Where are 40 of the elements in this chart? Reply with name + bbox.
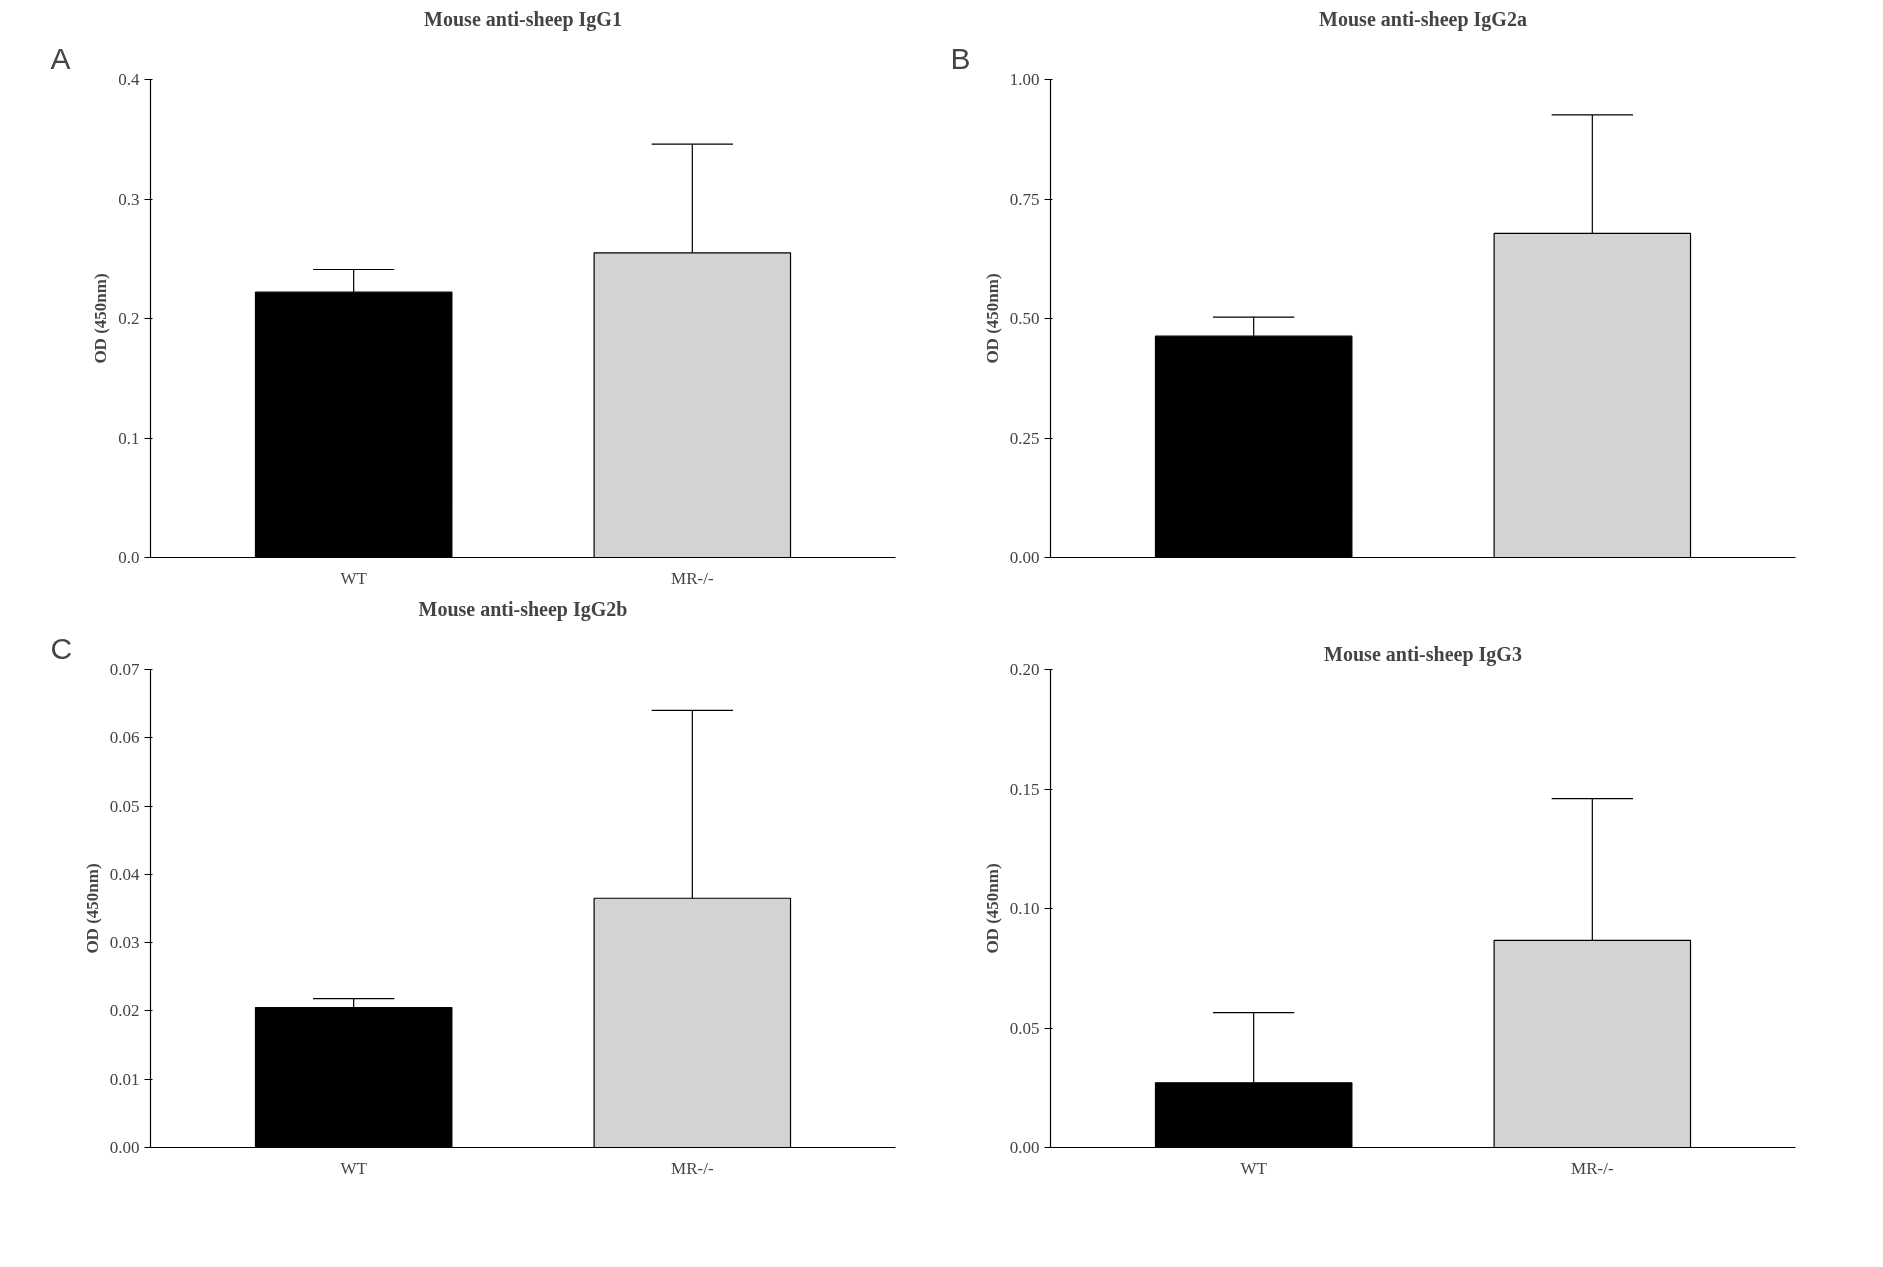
y-tick-label: 0.50 bbox=[1009, 309, 1040, 328]
y-tick-label: 0.10 bbox=[1009, 899, 1040, 918]
y-tick-label: 0.25 bbox=[1009, 428, 1040, 448]
text: A bbox=[50, 41, 71, 75]
y-tick-label: 0.75 bbox=[1009, 189, 1040, 209]
y-axis-title: OD (450nm) bbox=[982, 273, 1002, 364]
y-axis-title: OD (450nm) bbox=[982, 863, 1002, 954]
y-tick-label: 0.20 bbox=[1009, 660, 1040, 679]
y-tick-label: 0.05 bbox=[1009, 1018, 1040, 1038]
y-tick-label: 0.01 bbox=[109, 1069, 140, 1089]
y-tick-label: 0.2 bbox=[118, 309, 140, 328]
y-tick-label: 0.04 bbox=[109, 864, 140, 884]
chart-title: Mouse anti-sheep IgG3 bbox=[1324, 642, 1522, 666]
y-axis-title: OD (450nm) bbox=[91, 273, 111, 364]
x-tick-label: WT bbox=[340, 568, 368, 588]
chart-title: Mouse anti-sheep IgG1 bbox=[424, 7, 622, 31]
y-tick-label: 0.3 bbox=[118, 189, 140, 209]
chart-title: Mouse anti-sheep IgG2a bbox=[1319, 7, 1527, 31]
y-tick-label: 0.03 bbox=[109, 933, 140, 953]
y-tick-label: 1.00 bbox=[1009, 70, 1040, 89]
y-tick-label: 0.0 bbox=[118, 548, 140, 567]
y-tick-label: 0.4 bbox=[118, 70, 140, 89]
y-tick-label: 0.00 bbox=[1009, 548, 1040, 567]
x-tick-label: WT bbox=[1240, 1158, 1268, 1178]
text: C bbox=[50, 631, 73, 665]
y-tick-label: 0.06 bbox=[109, 728, 140, 748]
y-tick-label: 0.05 bbox=[109, 796, 140, 816]
x-tick-label: WT bbox=[340, 1158, 368, 1178]
y-tick-label: 0.00 bbox=[109, 1138, 140, 1157]
y-tick-label: 0.1 bbox=[118, 428, 140, 448]
x-tick-label: MR-/- bbox=[671, 568, 714, 588]
y-tick-label: 0.02 bbox=[109, 1001, 140, 1021]
y-tick-label: 0.00 bbox=[1009, 1138, 1040, 1157]
chart-title: Mouse anti-sheep IgG2b bbox=[418, 597, 628, 621]
y-axis-title: OD (450nm) bbox=[82, 863, 102, 954]
y-tick-label: 0.15 bbox=[1009, 779, 1040, 799]
x-tick-label: MR-/- bbox=[671, 1158, 714, 1178]
y-tick-label: 0.07 bbox=[109, 660, 140, 679]
x-tick-label: MR-/- bbox=[1571, 1158, 1614, 1178]
text: B bbox=[950, 41, 971, 75]
